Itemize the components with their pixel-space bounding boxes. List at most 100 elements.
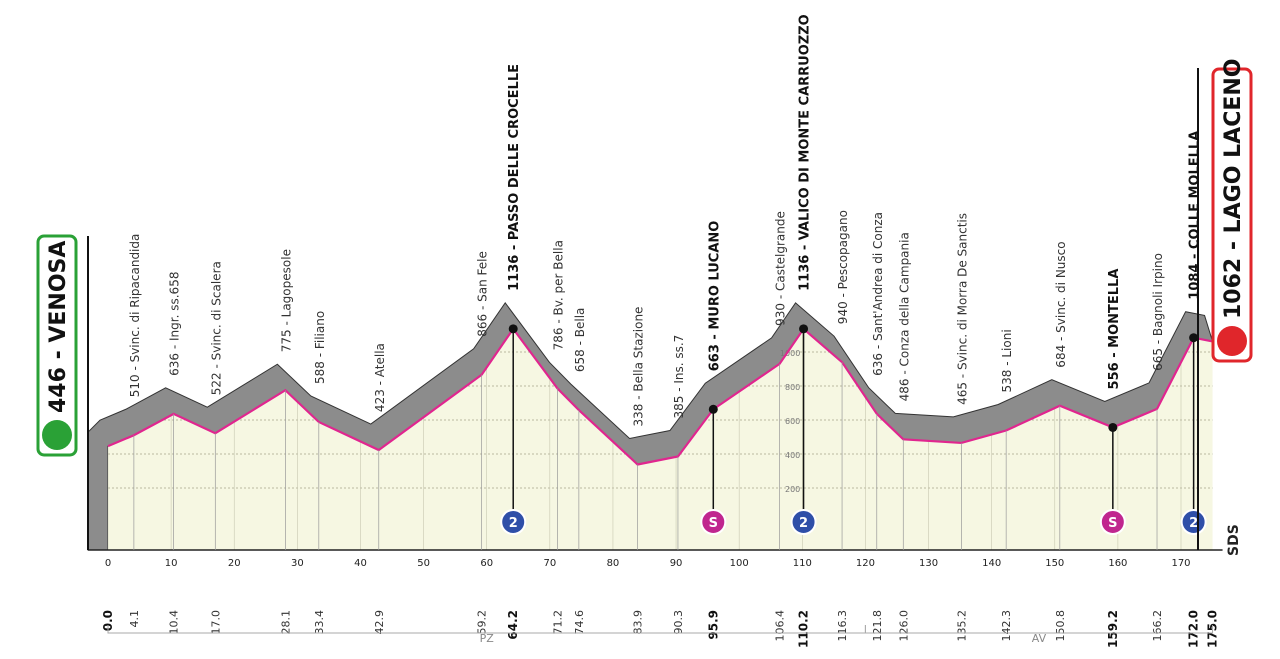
km-label: 121.8 <box>871 610 884 642</box>
km-label: 172.0 <box>1187 610 1201 648</box>
km-label: 126.0 <box>897 610 910 642</box>
y-tick-label: 400 <box>785 451 800 460</box>
waypoint-label: 1084 - COLLE MOLELLA <box>1188 131 1203 300</box>
start-icon <box>42 420 72 450</box>
summit-dot <box>508 324 518 334</box>
km-label: 10.4 <box>168 610 181 635</box>
waypoint-label: 940 - Pescopagano <box>836 210 850 324</box>
waypoint-label: 930 - Castelgrande <box>774 211 788 326</box>
x-tick-label: 160 <box>1108 558 1127 569</box>
summit-dot <box>708 404 718 414</box>
km-label: 116.3 <box>836 610 849 642</box>
finish-icon <box>1217 326 1247 356</box>
waypoint-label: 522 - Svinc. di Scalera <box>209 261 223 395</box>
province-label: AV <box>1032 632 1047 645</box>
waypoint-label: 538 - Lioni <box>1000 329 1014 392</box>
y-tick-label: 600 <box>785 417 800 426</box>
marker-badge <box>500 509 527 535</box>
waypoint-label: 663 - MURO LUCANO <box>707 221 722 372</box>
km-label: 17.0 <box>209 610 222 635</box>
km-label: 142.3 <box>1000 610 1013 642</box>
waypoint-label: 486 - Conza della Campania <box>897 232 911 401</box>
marker-badge <box>700 509 727 535</box>
km-label: 166.2 <box>1151 610 1164 642</box>
province-bracket <box>864 625 1214 634</box>
waypoint-label: 465 - Svinc. di Morra De Sanctis <box>955 213 969 405</box>
y-tick-label: 200 <box>785 485 800 494</box>
km-label: 83.9 <box>632 610 645 635</box>
profile-line <box>107 326 1213 466</box>
marker-badge <box>1180 509 1207 535</box>
summit-dot <box>1108 422 1118 432</box>
summit-dot <box>799 324 809 334</box>
x-tick-label: 100 <box>730 558 749 569</box>
x-tick-label: 0 <box>105 558 111 569</box>
km-label: 135.2 <box>955 610 968 642</box>
waypoint-label: 556 - MONTELLA <box>1107 269 1122 390</box>
marker-badge <box>790 509 817 535</box>
km-label: 74.6 <box>573 610 586 635</box>
x-tick-label: 40 <box>354 558 367 569</box>
waypoint-label: 588 - Filiano <box>313 311 327 384</box>
x-tick-label: 60 <box>480 558 493 569</box>
waypoint-label: 338 - Bella Stazione <box>632 307 646 427</box>
waypoint-label: 866 - San Fele <box>476 251 490 337</box>
x-tick-label: 140 <box>982 558 1001 569</box>
km-label: 28.1 <box>279 610 292 635</box>
km-label: 90.3 <box>672 610 685 635</box>
x-tick-label: 10 <box>165 558 178 569</box>
km-label: 64.2 <box>506 610 520 640</box>
start-box <box>36 234 78 457</box>
summit-dot <box>1189 333 1199 343</box>
logo: SDS <box>1226 524 1242 556</box>
waypoint-label: 786 - Bv. per Bella <box>551 240 565 350</box>
x-tick-label: 90 <box>670 558 683 569</box>
x-tick-label: 110 <box>793 558 812 569</box>
province-label: PZ <box>480 632 495 645</box>
marker-label: S <box>1108 516 1117 531</box>
km-label: 95.9 <box>706 610 720 640</box>
km-label: 150.8 <box>1054 610 1067 642</box>
waypoint-label: 510 - Svinc. di Ripacandida <box>128 234 142 398</box>
km-label: 0.0 <box>101 610 115 631</box>
x-tick-label: 130 <box>919 558 938 569</box>
waypoint-label: 658 - Bella <box>573 308 587 373</box>
waypoint-label: 636 - Ingr. ss.658 <box>168 272 182 376</box>
km-label: 110.2 <box>797 610 811 648</box>
waypoint-label: 636 - Sant'Andrea di Conza <box>871 212 885 376</box>
x-tick-label: 150 <box>1045 558 1064 569</box>
km-label: 42.9 <box>373 610 386 635</box>
finish-label: 1062 - LAGO LACENO <box>1221 59 1246 319</box>
km-label: 33.4 <box>313 610 326 635</box>
marker-label: 2 <box>799 516 808 531</box>
start-label: 446 - VENOSA <box>46 241 71 413</box>
marker-label: S <box>709 516 718 531</box>
km-label: 4.1 <box>128 610 141 628</box>
x-tick-label: 120 <box>856 558 875 569</box>
marker-label: 2 <box>1189 516 1198 531</box>
profile-area <box>108 328 1213 550</box>
waypoint-label: 665 - Bagnoli Irpino <box>1151 253 1165 371</box>
y-tick-label: 800 <box>785 383 800 392</box>
x-tick-label: 30 <box>291 558 304 569</box>
x-tick-label: 70 <box>543 558 556 569</box>
km-label: 159.2 <box>1106 610 1120 648</box>
waypoint-label: 385 - Ins. ss.7 <box>672 335 686 419</box>
x-tick-label: 20 <box>228 558 241 569</box>
x-tick-label: 170 <box>1171 558 1190 569</box>
waypoint-label: 684 - Svinc. di Nusco <box>1054 241 1068 367</box>
km-label: 106.4 <box>774 610 787 642</box>
waypoint-label: 1136 - VALICO DI MONTE CARRUOZZO <box>798 14 813 291</box>
km-label: 59.2 <box>476 610 489 635</box>
x-tick-label: 50 <box>417 558 430 569</box>
finish-box <box>1211 67 1253 363</box>
waypoint-label: 775 - Lagopesole <box>279 249 293 352</box>
marker-label: 2 <box>509 516 518 531</box>
y-tick-label: 1000 <box>780 349 800 358</box>
x-tick-label: 80 <box>607 558 620 569</box>
waypoint-label: 423 - Atella <box>373 343 387 412</box>
km-label: 71.2 <box>551 610 564 635</box>
marker-badge <box>1099 509 1126 535</box>
waypoint-label: 1136 - PASSO DELLE CROCELLE <box>507 64 522 291</box>
